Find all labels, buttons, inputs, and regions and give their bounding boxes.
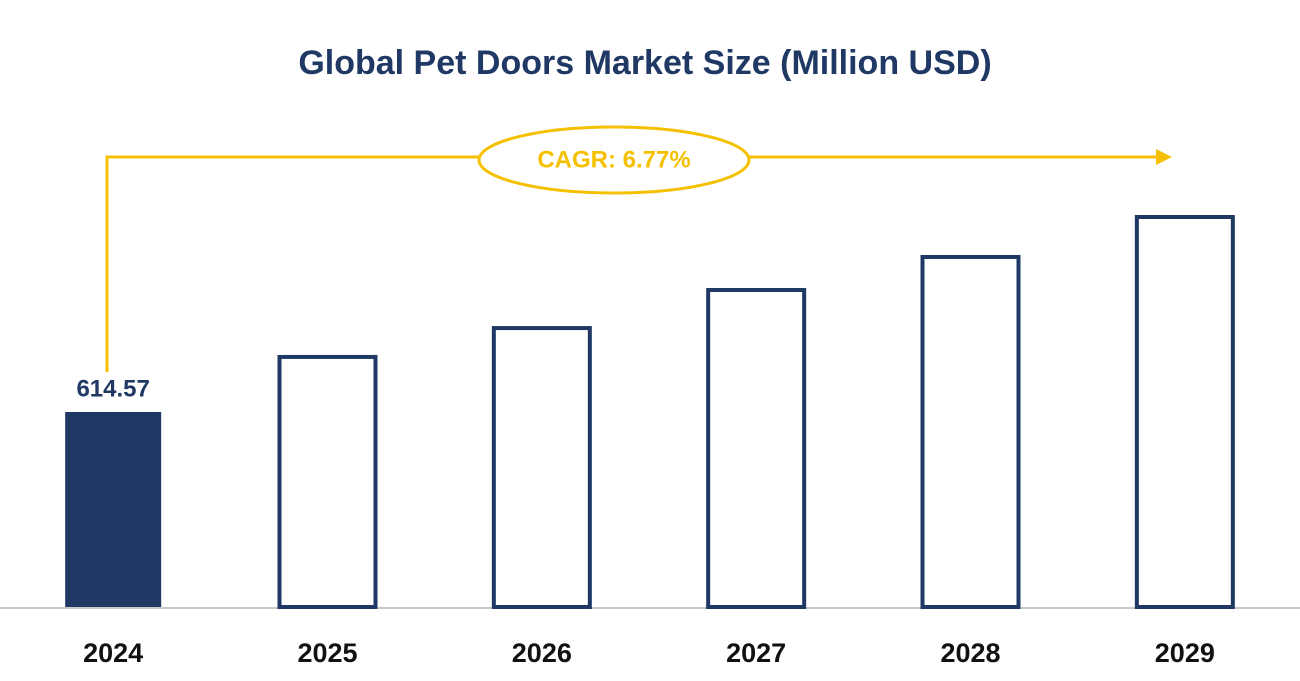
chart-title: Global Pet Doors Market Size (Million US… (298, 44, 991, 82)
bar (706, 287, 807, 609)
bar (1134, 215, 1235, 609)
cagr-line (105, 155, 1160, 372)
x-tick-label: 2028 (940, 638, 1000, 668)
x-tick-label: 2026 (512, 638, 572, 668)
value-label: 614.57 (76, 375, 149, 402)
cagr-ellipse (477, 125, 751, 195)
bar (277, 354, 378, 610)
bar (65, 411, 162, 607)
x-tick-label: 2027 (726, 638, 786, 668)
x-tick-label: 2025 (297, 638, 357, 668)
bar (491, 326, 592, 609)
x-tick-label: 2029 (1155, 638, 1215, 668)
cagr-arrow: CAGR: 6.77% (105, 125, 1172, 372)
cagr-arrowhead (1156, 149, 1172, 165)
cagr-label: CAGR: 6.77% (537, 146, 690, 173)
bar (920, 254, 1021, 609)
x-tick-label: 2024 (83, 638, 143, 668)
